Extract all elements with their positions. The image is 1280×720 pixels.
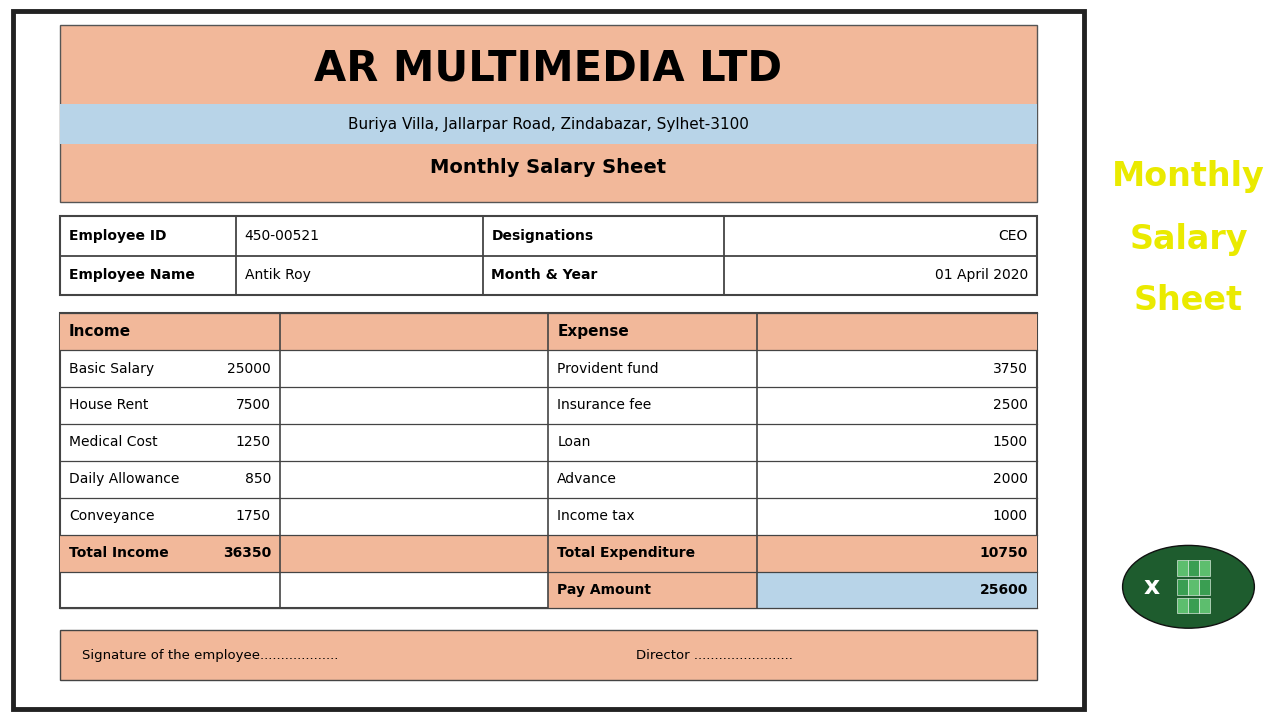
Bar: [1178, 579, 1188, 595]
FancyBboxPatch shape: [13, 11, 1084, 709]
Text: Medical Cost: Medical Cost: [69, 436, 157, 449]
FancyBboxPatch shape: [549, 572, 756, 608]
Text: 25600: 25600: [979, 583, 1028, 597]
Text: Loan: Loan: [557, 436, 590, 449]
Text: 1750: 1750: [236, 509, 271, 523]
Bar: [1189, 598, 1198, 613]
Text: Salary: Salary: [1129, 222, 1248, 256]
Text: How To: How To: [1133, 40, 1244, 68]
Text: 2019: 2019: [1146, 472, 1231, 500]
Text: Total Income: Total Income: [69, 546, 169, 560]
Text: Daily Allowance: Daily Allowance: [69, 472, 179, 486]
Text: 01 April 2020: 01 April 2020: [934, 269, 1028, 282]
Text: 2000: 2000: [993, 472, 1028, 486]
Text: Sheet: Sheet: [1134, 284, 1243, 318]
Text: Monthly Salary Sheet: Monthly Salary Sheet: [430, 158, 667, 176]
Text: Month & Year: Month & Year: [492, 269, 598, 282]
Text: EXCEL: EXCEL: [1135, 414, 1242, 443]
Text: 7500: 7500: [236, 398, 271, 413]
Bar: [1199, 598, 1210, 613]
Text: 36350: 36350: [223, 546, 271, 560]
Text: Designations: Designations: [492, 229, 594, 243]
Bar: [1178, 560, 1188, 576]
Text: 2500: 2500: [993, 398, 1028, 413]
Text: Monthly: Monthly: [1112, 160, 1265, 193]
Text: Basic Salary: Basic Salary: [69, 361, 154, 376]
Text: AR MULTIMEDIA LTD: AR MULTIMEDIA LTD: [315, 48, 782, 89]
Text: Advance: Advance: [557, 472, 617, 486]
Text: 3750: 3750: [993, 361, 1028, 376]
Text: 450-00521: 450-00521: [244, 229, 320, 243]
Bar: [1189, 560, 1198, 576]
Bar: [1189, 579, 1198, 595]
Text: 1500: 1500: [993, 436, 1028, 449]
Text: Antik Roy: Antik Roy: [244, 269, 311, 282]
Text: Employee ID: Employee ID: [69, 229, 166, 243]
Text: CEO: CEO: [998, 229, 1028, 243]
FancyBboxPatch shape: [60, 630, 1037, 680]
Text: Expense: Expense: [557, 324, 628, 339]
Text: 25000: 25000: [227, 361, 271, 376]
Text: 1000: 1000: [993, 509, 1028, 523]
FancyBboxPatch shape: [60, 104, 1037, 144]
Text: MS: MS: [1165, 357, 1212, 384]
FancyBboxPatch shape: [60, 216, 1037, 295]
Text: Total Expenditure: Total Expenditure: [557, 546, 695, 560]
Text: Pay Amount: Pay Amount: [557, 583, 652, 597]
Text: Signature of the employee...................: Signature of the employee...............…: [82, 649, 339, 662]
Text: x: x: [1144, 575, 1160, 599]
Bar: [1178, 598, 1188, 613]
FancyBboxPatch shape: [60, 534, 1037, 572]
Text: 1250: 1250: [236, 436, 271, 449]
FancyBboxPatch shape: [60, 313, 1037, 608]
Ellipse shape: [1123, 546, 1254, 628]
Text: Conveyance: Conveyance: [69, 509, 155, 523]
FancyBboxPatch shape: [756, 572, 1037, 608]
FancyBboxPatch shape: [60, 25, 1037, 202]
Text: Director ........................: Director ........................: [636, 649, 794, 662]
Bar: [1199, 560, 1210, 576]
Text: Make: Make: [1147, 98, 1230, 125]
Text: Buriya Villa, Jallarpar Road, Zindabazar, Sylhet-3100: Buriya Villa, Jallarpar Road, Zindabazar…: [348, 117, 749, 132]
Text: 850: 850: [244, 472, 271, 486]
Text: Provident fund: Provident fund: [557, 361, 659, 376]
Text: 10750: 10750: [979, 546, 1028, 560]
Bar: [1199, 579, 1210, 595]
FancyBboxPatch shape: [60, 313, 1037, 350]
Text: House Rent: House Rent: [69, 398, 148, 413]
Text: Employee Name: Employee Name: [69, 269, 195, 282]
Text: Income tax: Income tax: [557, 509, 635, 523]
Text: Income: Income: [69, 324, 132, 339]
Text: Insurance fee: Insurance fee: [557, 398, 652, 413]
